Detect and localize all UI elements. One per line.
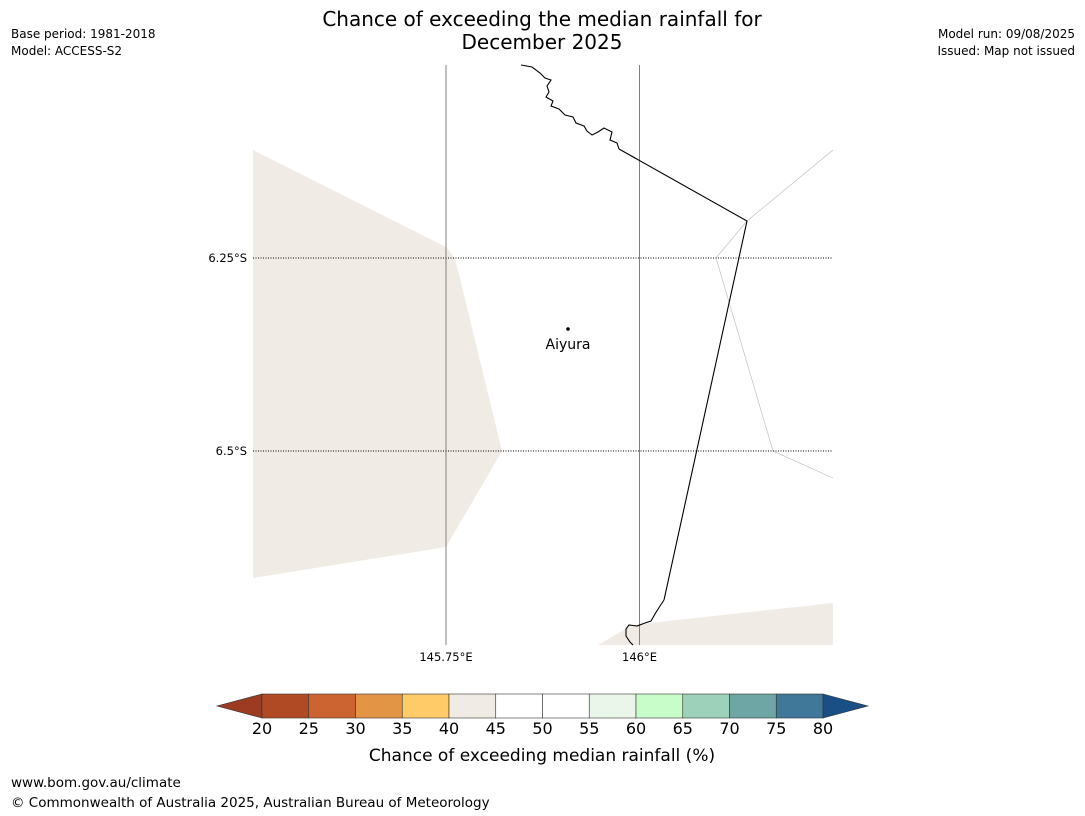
colorbar-tick-80: 80 — [812, 719, 834, 738]
footer-copyright: © Commonwealth of Australia 2025, Austra… — [11, 795, 490, 811]
coastline-north — [520, 64, 620, 150]
colorbar-swatch-60-65 — [635, 693, 684, 719]
colorbar-swatch-65-70 — [682, 693, 730, 719]
model-name: Model: ACCESS-S2 — [11, 44, 123, 58]
region-35-40-west — [253, 150, 502, 578]
colorbar-tick-45: 45 — [485, 719, 506, 738]
colorbar-tick-75: 75 — [766, 719, 787, 738]
lat-label-6-25s: 6.25°S — [208, 251, 247, 265]
colorbar-swatch-45-50 — [495, 693, 543, 719]
place-aiyura: Aiyura — [546, 327, 591, 353]
coastline-south — [625, 599, 665, 646]
colorbar-tick-60: 60 — [625, 719, 647, 738]
lon-label-146e: 146°E — [622, 650, 657, 664]
colorbar — [215, 693, 870, 719]
region-35-40-south — [598, 603, 833, 645]
contour-line-east — [715, 149, 834, 479]
colorbar-tick-55: 55 — [579, 719, 600, 738]
colorbar-swatch-30-35 — [355, 693, 403, 719]
coastline — [520, 64, 748, 646]
title-line-1: Chance of exceeding the median rainfall … — [322, 7, 762, 31]
contour-lines — [715, 149, 834, 479]
colorbar-tick-35: 35 — [392, 719, 413, 738]
map-title: Chance of exceeding the median rainfall … — [242, 8, 842, 54]
footer-url: www.bom.gov.au/climate — [11, 775, 181, 791]
base-period: Base period: 1981-2018 — [11, 27, 156, 41]
colorbar-swatch-50-55 — [542, 693, 590, 719]
place-label: Aiyura — [546, 337, 591, 353]
colorbar-tick-70: 70 — [719, 719, 740, 738]
colorbar-swatch-25-30 — [308, 693, 356, 719]
place-marker-dot — [566, 327, 570, 331]
latitude-gridlines — [253, 257, 833, 452]
colorbar-tick-30: 30 — [345, 719, 366, 738]
colorbar-tick-65: 65 — [672, 719, 693, 738]
lon-label-145-75e: 145.75°E — [419, 650, 472, 664]
colorbar-swatch-40-45 — [448, 693, 497, 719]
issued-status: Issued: Map not issued — [937, 44, 1075, 58]
colorbar-swatch-70-75 — [729, 693, 777, 719]
meta-left: Base period: 1981-2018 Model: ACCESS-S2 — [11, 26, 156, 60]
meta-right: Model run: 09/08/2025 Issued: Map not is… — [937, 26, 1075, 60]
axis-labels: 6.25°S 6.5°S 145.75°E 146°E — [208, 251, 657, 664]
colorbar-swatch-75-80 — [775, 693, 824, 719]
colorbar-tick-20: 20 — [251, 719, 273, 738]
colorbar-swatch-55-60 — [588, 693, 637, 719]
lat-label-6-5s: 6.5°S — [216, 444, 247, 458]
border-line — [618, 148, 748, 601]
colorbar-title: Chance of exceeding median rainfall (%) — [368, 746, 716, 766]
colorbar-tick-40: 40 — [438, 719, 460, 738]
colorbar-swatch-35-40 — [401, 693, 450, 719]
colorbar-tick-50: 50 — [532, 719, 553, 738]
colorbar-tick-25: 25 — [298, 719, 319, 738]
probability-regions — [253, 150, 833, 645]
colorbar-tick-labels: 20 25 30 35 40 45 50 55 60 65 70 75 80 — [0, 719, 1085, 739]
colorbar-extend-low — [215, 693, 263, 719]
colorbar-swatch-20-25 — [261, 693, 310, 719]
colorbar-extend-high — [822, 693, 870, 719]
model-run: Model run: 09/08/2025 — [937, 27, 1075, 41]
longitude-gridlines — [445, 65, 640, 645]
title-line-2: December 2025 — [461, 30, 623, 54]
